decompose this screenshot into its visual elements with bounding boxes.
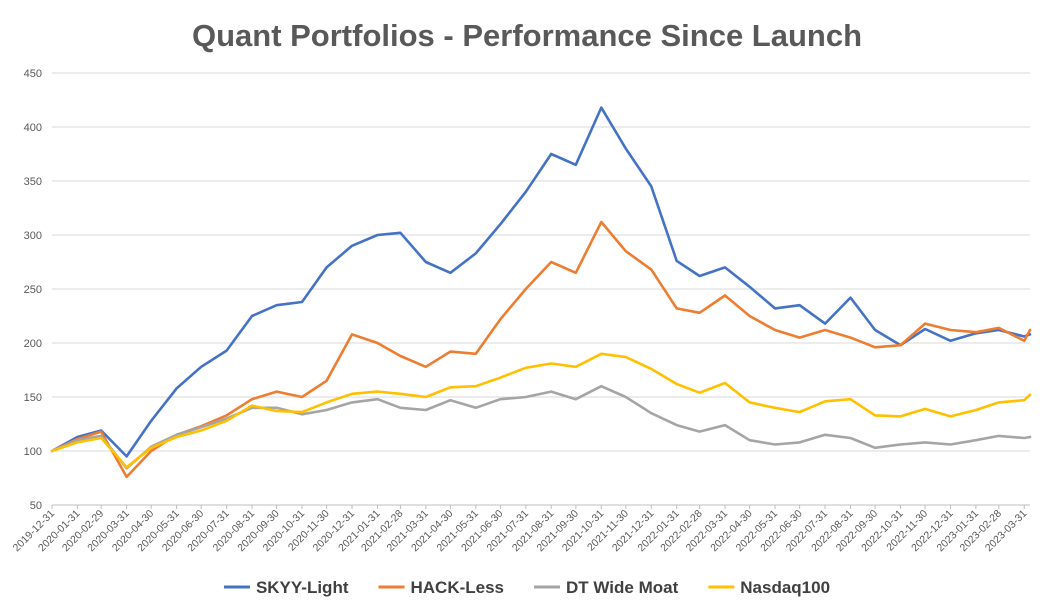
legend-label: SKYY-Light [256, 578, 349, 597]
legend-label: DT Wide Moat [566, 578, 679, 597]
y-tick-label: 50 [30, 500, 42, 512]
chart-title: Quant Portfolios - Performance Since Lau… [192, 18, 862, 53]
y-tick-label: 200 [24, 338, 42, 350]
gridlines [52, 72, 1030, 506]
y-tick-label: 100 [24, 446, 42, 458]
series-line-nasdaq100 [50, 352, 1032, 469]
y-tick-label: 150 [24, 392, 42, 404]
y-tick-label: 450 [24, 68, 42, 80]
legend-label: Nasdaq100 [740, 578, 830, 597]
y-tick-label: 250 [24, 284, 42, 296]
y-tick-label: 300 [24, 230, 42, 242]
series-line-hack-less [50, 220, 1032, 479]
x-axis: 2019-12-312020-01-312020-02-292020-03-31… [11, 504, 1030, 554]
series-lines [50, 106, 1032, 479]
legend: SKYY-Light HACK-Less DT Wide Moat Nasdaq100 [223, 578, 830, 597]
legend-label: HACK-Less [411, 578, 505, 597]
y-tick-label: 350 [24, 176, 42, 188]
series-line-dt-wide-moat [50, 384, 1032, 470]
y-tick-label: 400 [24, 122, 42, 134]
series-line-skyy-light [50, 106, 1032, 458]
y-axis: 50 100 150 200 250 300 350 400 450 [24, 68, 42, 512]
